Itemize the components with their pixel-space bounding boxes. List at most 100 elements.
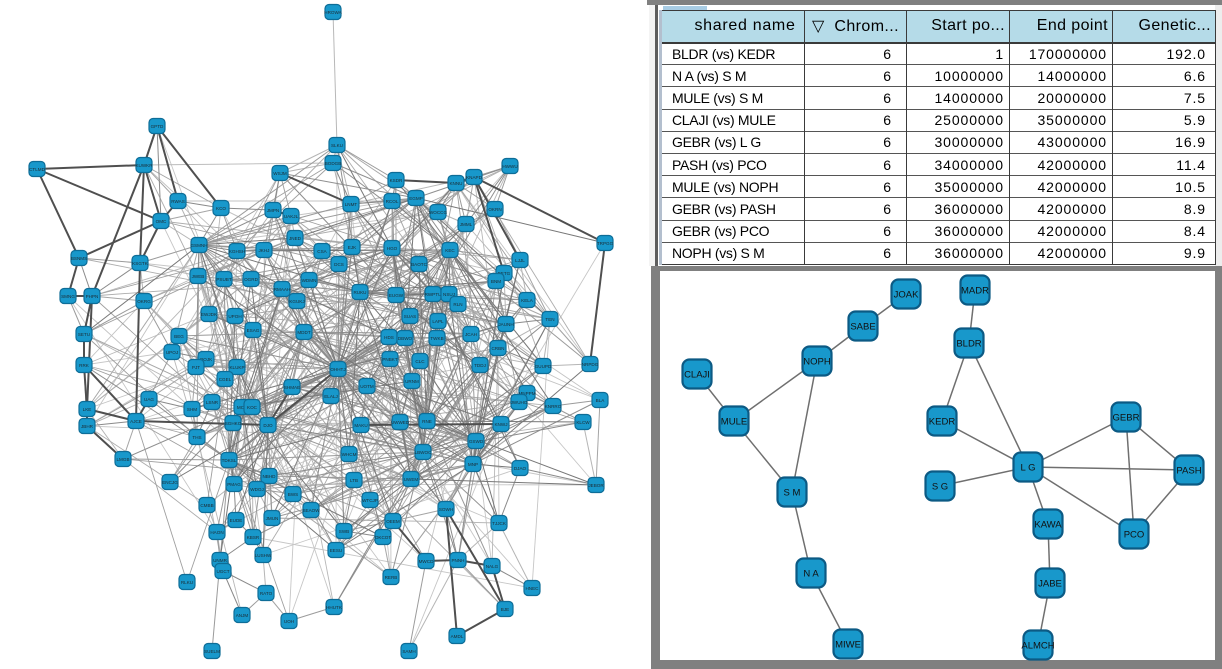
svg-text:JMPN: JMPN: [267, 208, 280, 213]
svg-text:MULE: MULE: [721, 417, 747, 428]
svg-text:GUUPD: GUUPD: [535, 364, 552, 369]
svg-text:NSUJ: NSUJ: [443, 292, 455, 297]
svg-text:SHMAE: SHMAE: [284, 385, 300, 390]
svg-text:ENCJG: ENCJG: [162, 480, 178, 485]
svg-text:BODGB: BODGB: [325, 161, 342, 166]
svg-text:OKRN: OKRN: [488, 207, 501, 212]
svg-text:WHCM: WHCM: [342, 452, 357, 457]
svg-text:TDKSL: TDKSL: [222, 458, 237, 463]
svg-text:KEC: KEC: [445, 248, 455, 253]
svg-text:JKHJ: JKHJ: [259, 248, 270, 253]
svg-text:EETG: EETG: [498, 271, 511, 276]
svg-text:JWEB: JWEB: [192, 274, 205, 279]
svg-text:PHPN: PHPN: [86, 294, 99, 299]
svg-text:EGMP: EGMP: [409, 196, 423, 201]
svg-text:CGEL: CGEL: [219, 377, 232, 382]
svg-text:NRPDG: NRPDG: [582, 362, 599, 367]
svg-text:JMML: JMML: [460, 222, 473, 227]
svg-text:PMAG: PMAG: [227, 482, 241, 487]
svg-text:SUAS: SUAS: [404, 314, 417, 319]
svg-text:HNEC: HNEC: [525, 586, 539, 591]
svg-text:KSDR: KSDR: [390, 178, 403, 183]
svg-text:JWUHO: JWUHO: [511, 400, 528, 405]
svg-text:UNMR: UNMR: [213, 558, 227, 563]
svg-text:SWB: SWB: [339, 529, 349, 534]
svg-text:OOJK: OOJK: [200, 357, 213, 362]
svg-text:BNM: BNM: [491, 279, 501, 284]
svg-text:RATO: RATO: [260, 591, 273, 596]
svg-text:SUELM: SUELM: [204, 649, 220, 654]
svg-text:LSNR: LSNR: [206, 400, 219, 405]
svg-text:DCS: DCS: [334, 262, 344, 267]
svg-text:NBHD: NBHD: [262, 474, 276, 479]
svg-text:MADR: MADR: [961, 286, 989, 297]
svg-text:KUWKR: KUWKR: [135, 163, 153, 168]
svg-text:OHHTJ: OHHTJ: [330, 367, 345, 372]
svg-text:SAMH: SAMH: [402, 649, 415, 654]
svg-text:UAG: UAG: [144, 397, 154, 402]
svg-text:TDDJ: TDDJ: [474, 363, 486, 368]
svg-text:CTLMD: CTLMD: [29, 167, 46, 172]
svg-text:UGCT: UGCT: [216, 569, 229, 574]
svg-text:KOC: KOC: [247, 405, 258, 410]
svg-text:OGRD: OGRD: [244, 277, 258, 282]
svg-text:KGHSH: KGHSH: [229, 249, 245, 254]
svg-text:LAPL: LAPL: [432, 319, 444, 324]
svg-text:KGUKJ: KGUKJ: [289, 299, 304, 304]
svg-text:SMNG: SMNG: [61, 294, 75, 299]
svg-text:MWCD: MWCD: [419, 559, 434, 564]
svg-text:BEG: BEG: [174, 334, 184, 339]
svg-text:RRK: RRK: [79, 363, 90, 368]
svg-text:HROWA: HROWA: [324, 10, 342, 15]
svg-text:KNWJ: KNWJ: [494, 422, 507, 427]
svg-text:DBWO: DBWO: [398, 336, 413, 341]
svg-text:EUDE: EUDE: [230, 518, 243, 523]
svg-text:ELALJ: ELALJ: [324, 394, 338, 399]
svg-text:JCAH: JCAH: [465, 332, 477, 337]
svg-text:RLN: RLN: [453, 302, 462, 307]
svg-text:LKE: LKE: [83, 407, 92, 412]
svg-text:ALMCH: ALMCH: [1021, 641, 1054, 652]
svg-text:SGHKO: SGHKO: [225, 421, 242, 426]
svg-text:NOPH: NOPH: [803, 357, 831, 368]
svg-text:RWPTU: RWPTU: [425, 292, 442, 297]
svg-text:WDMN: WDMN: [302, 278, 317, 283]
svg-text:LNMT: LNMT: [345, 202, 358, 207]
svg-text:ESAG: ESAG: [247, 328, 260, 333]
svg-text:ANJM: ANJM: [236, 613, 249, 618]
svg-text:JEBOR: JEBOR: [588, 483, 604, 488]
svg-text:TEN: TEN: [545, 317, 554, 322]
svg-text:BAOTC: BAOTC: [411, 262, 428, 267]
svg-text:EJK: EJK: [348, 245, 357, 250]
svg-text:KSGTK: KSGTK: [132, 261, 149, 266]
svg-text:MNP: MNP: [468, 462, 478, 467]
svg-text:SEAOW: SEAOW: [302, 508, 320, 513]
svg-text:RWAS: RWAS: [171, 199, 185, 204]
svg-text:EWJDK: EWJDK: [201, 312, 218, 317]
svg-text:KAWA: KAWA: [1034, 520, 1062, 531]
svg-text:MIWE: MIWE: [835, 640, 861, 651]
svg-text:L G: L G: [1021, 463, 1036, 474]
svg-text:SLKU: SLKU: [331, 143, 343, 148]
svg-text:S G: S G: [932, 482, 948, 493]
svg-text:NALG: NALG: [486, 564, 499, 569]
svg-text:GSWD: GSWD: [469, 439, 484, 444]
svg-text:WTCJP: WTCJP: [362, 498, 378, 503]
svg-text:WOCCG: WOCCG: [429, 210, 448, 215]
svg-text:MAKU: MAKU: [354, 423, 367, 428]
svg-text:KNRRO: KNRRO: [545, 404, 562, 409]
svg-text:PJT: PJT: [192, 365, 200, 370]
svg-text:BSNMS: BSNMS: [71, 256, 87, 261]
svg-text:KBSR: KBSR: [247, 535, 260, 540]
svg-text:KNNU: KNNU: [449, 181, 462, 186]
svg-text:EUGW: EUGW: [389, 293, 404, 298]
svg-text:HGO: HGO: [387, 246, 398, 251]
svg-text:TRPGG: TRPGG: [597, 241, 614, 246]
svg-text:SOWH: SOWH: [439, 507, 453, 512]
svg-text:KEDR: KEDR: [929, 417, 956, 428]
svg-text:JABE: JABE: [1038, 579, 1062, 590]
svg-text:OKRG: OKRG: [137, 299, 151, 304]
svg-text:KLCW: KLCW: [576, 420, 590, 425]
svg-text:S M: S M: [784, 488, 801, 499]
svg-text:UAKJL: UAKJL: [284, 214, 299, 219]
